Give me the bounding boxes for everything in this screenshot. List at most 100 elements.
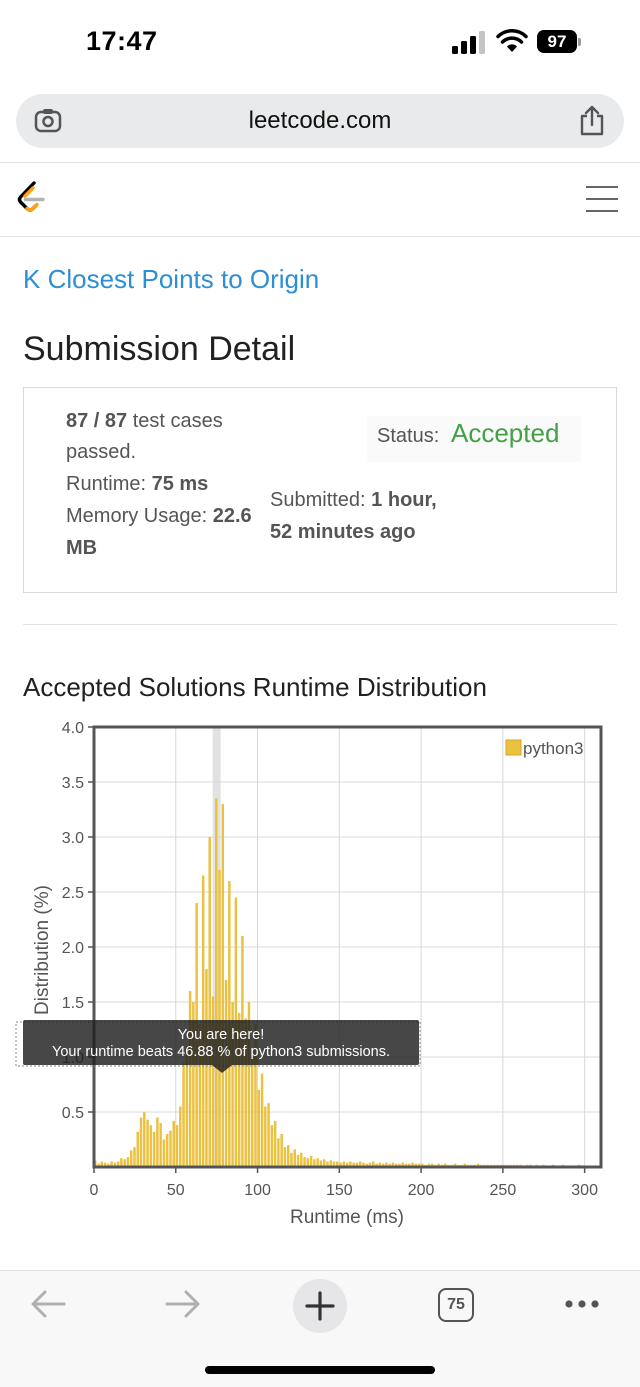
- distribution-bar[interactable]: [319, 1160, 323, 1167]
- address-bar[interactable]: leetcode.com: [16, 94, 624, 148]
- distribution-bar[interactable]: [427, 1163, 431, 1167]
- distribution-bar[interactable]: [159, 1123, 162, 1167]
- distribution-bar[interactable]: [414, 1163, 418, 1167]
- distribution-bar[interactable]: [188, 991, 192, 1167]
- distribution-bar[interactable]: [270, 1125, 274, 1167]
- distribution-bar[interactable]: [244, 1018, 247, 1168]
- distribution-bar[interactable]: [296, 1154, 300, 1167]
- distribution-bar[interactable]: [375, 1163, 378, 1167]
- back-icon[interactable]: [30, 1289, 66, 1319]
- distribution-bar[interactable]: [443, 1163, 447, 1167]
- distribution-bar[interactable]: [336, 1161, 339, 1168]
- distribution-bar[interactable]: [257, 1090, 261, 1167]
- new-tab-icon[interactable]: [292, 1278, 348, 1334]
- distribution-bar[interactable]: [182, 1062, 185, 1168]
- distribution-bar[interactable]: [408, 1163, 411, 1167]
- distribution-bar[interactable]: [358, 1161, 362, 1168]
- distribution-bar[interactable]: [290, 1152, 293, 1167]
- distribution-bar[interactable]: [113, 1162, 117, 1167]
- distribution-bar[interactable]: [476, 1163, 480, 1167]
- distribution-bar[interactable]: [430, 1163, 434, 1167]
- distribution-bar[interactable]: [251, 1057, 254, 1167]
- distribution-bar[interactable]: [417, 1163, 421, 1167]
- distribution-bar[interactable]: [378, 1162, 382, 1167]
- distribution-bar[interactable]: [165, 1134, 169, 1167]
- distribution-bar[interactable]: [231, 1002, 234, 1167]
- distribution-bar[interactable]: [264, 1106, 267, 1168]
- distribution-bar[interactable]: [175, 1125, 179, 1167]
- distribution-bar[interactable]: [116, 1161, 120, 1168]
- distribution-bar[interactable]: [215, 798, 218, 1168]
- tabs-count-button[interactable]: 75: [438, 1288, 474, 1322]
- distribution-bar[interactable]: [329, 1160, 332, 1167]
- distribution-bar[interactable]: [381, 1163, 385, 1167]
- distribution-bar[interactable]: [152, 1131, 156, 1167]
- distribution-bar[interactable]: [286, 1145, 290, 1167]
- distribution-bar[interactable]: [394, 1163, 398, 1167]
- distribution-bar[interactable]: [254, 1024, 257, 1167]
- distribution-bar[interactable]: [352, 1162, 355, 1167]
- problem-title-link[interactable]: K Closest Points to Origin: [23, 264, 320, 294]
- distribution-bar[interactable]: [97, 1163, 100, 1167]
- distribution-bar[interactable]: [362, 1162, 365, 1167]
- distribution-bar[interactable]: [349, 1161, 352, 1168]
- distribution-bar[interactable]: [221, 804, 225, 1167]
- distribution-bar[interactable]: [260, 1073, 264, 1168]
- distribution-bar[interactable]: [339, 1162, 342, 1167]
- page-settings-icon[interactable]: [34, 107, 62, 135]
- distribution-bar[interactable]: [185, 1046, 189, 1167]
- distribution-bar[interactable]: [277, 1138, 280, 1167]
- forward-icon[interactable]: [165, 1289, 201, 1319]
- distribution-bar[interactable]: [401, 1162, 404, 1167]
- distribution-bar[interactable]: [205, 969, 208, 1167]
- distribution-bar[interactable]: [179, 1106, 182, 1168]
- distribution-bar[interactable]: [332, 1161, 336, 1168]
- distribution-bar[interactable]: [280, 1134, 283, 1167]
- distribution-bar[interactable]: [211, 996, 215, 1168]
- legend[interactable]: python3: [505, 739, 584, 758]
- share-icon[interactable]: [578, 105, 606, 137]
- more-icon[interactable]: [564, 1299, 600, 1309]
- distribution-bar[interactable]: [411, 1162, 414, 1167]
- distribution-bar[interactable]: [398, 1163, 401, 1167]
- distribution-bar[interactable]: [107, 1163, 110, 1167]
- distribution-bar[interactable]: [136, 1131, 139, 1167]
- distribution-bar[interactable]: [355, 1162, 359, 1167]
- distribution-bar[interactable]: [404, 1163, 408, 1167]
- distribution-bar[interactable]: [326, 1161, 329, 1168]
- distribution-bar[interactable]: [218, 870, 221, 1167]
- distribution-bar[interactable]: [306, 1158, 310, 1167]
- distribution-bar[interactable]: [208, 837, 211, 1167]
- distribution-bar[interactable]: [322, 1159, 326, 1167]
- distribution-bar[interactable]: [129, 1150, 133, 1168]
- distribution-bar[interactable]: [437, 1163, 440, 1167]
- runtime-distribution-chart[interactable]: 0.51.01.52.02.53.03.54.0 050100150200250…: [0, 715, 640, 1245]
- distribution-bar[interactable]: [267, 1103, 270, 1167]
- distribution-bar[interactable]: [237, 1013, 241, 1167]
- distribution-bar[interactable]: [342, 1161, 346, 1168]
- distribution-bar[interactable]: [463, 1163, 467, 1167]
- distribution-bar[interactable]: [103, 1162, 107, 1167]
- distribution-bar[interactable]: [198, 1024, 202, 1167]
- distribution-bar[interactable]: [316, 1158, 319, 1167]
- distribution-bar[interactable]: [388, 1163, 391, 1167]
- distribution-bar[interactable]: [162, 1139, 166, 1168]
- distribution-bar[interactable]: [453, 1163, 457, 1167]
- status-accepted[interactable]: Accepted: [451, 418, 560, 448]
- distribution-bar[interactable]: [146, 1119, 149, 1167]
- distribution-bar[interactable]: [365, 1163, 368, 1167]
- menu-icon[interactable]: [586, 186, 618, 212]
- distribution-bar[interactable]: [303, 1157, 306, 1167]
- distribution-bar[interactable]: [133, 1147, 136, 1167]
- distribution-bar[interactable]: [172, 1120, 175, 1167]
- distribution-bar[interactable]: [421, 1163, 424, 1167]
- distribution-bar[interactable]: [385, 1162, 388, 1167]
- distribution-bar[interactable]: [313, 1159, 316, 1167]
- distribution-bar[interactable]: [123, 1159, 126, 1167]
- distribution-bar[interactable]: [110, 1161, 113, 1168]
- distribution-bar[interactable]: [247, 1002, 251, 1167]
- distribution-bar[interactable]: [224, 980, 228, 1167]
- distribution-bar[interactable]: [391, 1162, 395, 1167]
- leetcode-logo[interactable]: [16, 180, 48, 216]
- distribution-bar[interactable]: [368, 1162, 372, 1167]
